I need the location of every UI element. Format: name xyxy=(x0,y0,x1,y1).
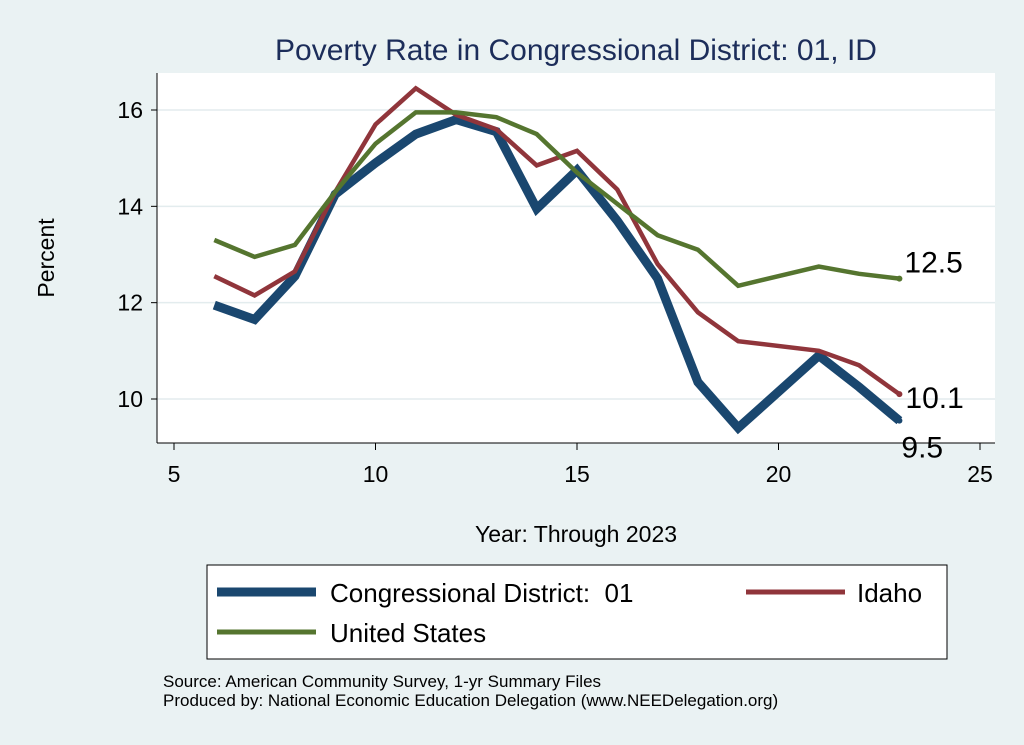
x-tick-label: 15 xyxy=(564,461,590,487)
legend-label-congressional-district: Congressional District: 01 xyxy=(330,578,633,608)
legend: Congressional District: 01 Idaho United … xyxy=(206,564,948,660)
x-tick-label: 20 xyxy=(766,461,792,487)
y-tick-label: 10 xyxy=(117,386,143,412)
x-tick-label: 5 xyxy=(168,461,181,487)
series-line-idaho xyxy=(213,85,901,397)
x-axis-label: Year: Through 2023 xyxy=(475,521,677,547)
end-label-united-states: 12.5 xyxy=(904,247,962,280)
x-tick-label: 10 xyxy=(363,461,389,487)
series-end-marker xyxy=(896,275,903,282)
y-tick-label: 14 xyxy=(117,193,143,219)
axis-ticks: 10 12 14 16 5 10 15 20 25 xyxy=(117,97,992,487)
source-notes: Source: American Community Survey, 1-yr … xyxy=(163,672,778,710)
x-tick-label: 25 xyxy=(967,461,993,487)
legend-label-united-states: United States xyxy=(330,618,486,648)
producer-line: Produced by: National Economic Education… xyxy=(163,691,779,710)
grid-lines xyxy=(157,109,995,400)
series-lines xyxy=(212,85,903,435)
series-end-marker xyxy=(896,417,903,424)
y-tick-label: 12 xyxy=(117,290,143,316)
series-end-marker xyxy=(896,391,903,398)
legend-label-idaho: Idaho xyxy=(857,578,922,608)
end-labels: 9.5 10.1 12.5 xyxy=(901,247,963,465)
legend-box xyxy=(206,564,948,660)
y-tick-label: 16 xyxy=(117,97,143,123)
plot-area xyxy=(157,73,995,443)
series-line-united-states xyxy=(213,110,900,289)
end-label-idaho: 10.1 xyxy=(905,382,963,415)
y-axis-label: Percent xyxy=(33,218,59,298)
chart-title: Poverty Rate in Congressional District: … xyxy=(275,34,877,67)
end-label-congressional-district: 9.5 xyxy=(901,432,943,465)
source-line: Source: American Community Survey, 1-yr … xyxy=(163,672,602,691)
